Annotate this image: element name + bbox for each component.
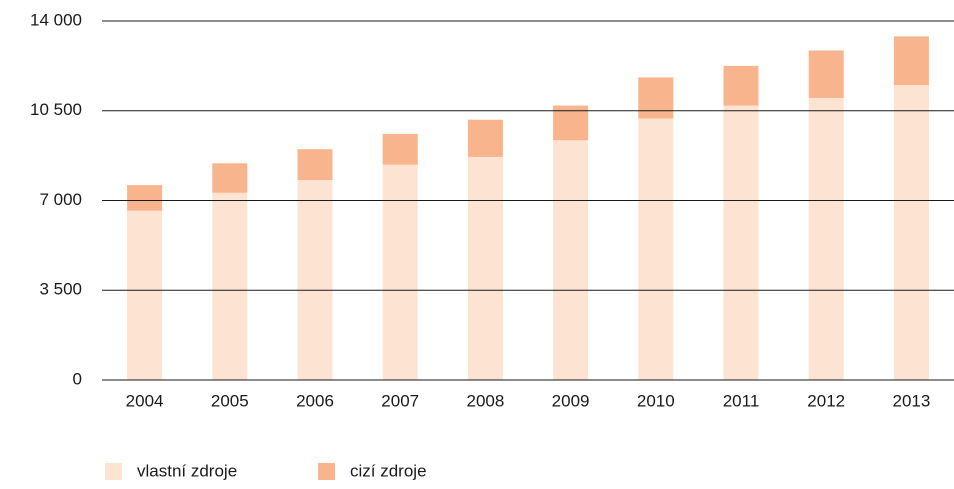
bar-segment	[127, 185, 163, 211]
x-tick-label: 2009	[552, 391, 590, 410]
bar-segment	[808, 97, 844, 380]
bar-segment	[382, 133, 418, 165]
x-tick-label: 2007	[381, 391, 419, 410]
x-tick-label: 2006	[296, 391, 334, 410]
legend-label: vlastní zdroje	[137, 461, 237, 480]
x-tick-label: 2005	[211, 391, 249, 410]
bar-segment	[638, 77, 674, 119]
x-tick-label: 2010	[637, 391, 675, 410]
y-tick-label: 3 500	[39, 280, 82, 299]
bar-segment	[723, 65, 759, 106]
bar-segment	[723, 105, 759, 380]
bar-segment	[127, 210, 163, 380]
y-tick-label: 10 500	[30, 100, 82, 119]
legend-swatch	[318, 463, 335, 480]
bar-segment	[297, 149, 333, 180]
bar-segment	[808, 50, 844, 98]
x-tick-label: 2013	[892, 391, 930, 410]
bar-segment	[553, 105, 589, 141]
bar-segment	[893, 36, 929, 86]
bar-segment	[382, 164, 418, 380]
bar-segment	[467, 156, 503, 380]
y-tick-label: 7 000	[39, 190, 82, 209]
bar-segment	[212, 192, 248, 380]
bar-segment	[553, 140, 589, 380]
bar-segment	[638, 118, 674, 380]
bar-segment	[467, 119, 503, 157]
bar-segment	[212, 163, 248, 193]
x-tick-label: 2012	[807, 391, 845, 410]
x-tick-label: 2011	[723, 391, 760, 410]
bar-segment	[297, 179, 333, 380]
y-tick-label: 14 000	[30, 10, 82, 29]
legend-label: cizí zdroje	[350, 461, 427, 480]
bar-segment	[893, 85, 929, 380]
x-tick-label: 2004	[126, 391, 164, 410]
y-tick-label: 0	[73, 369, 82, 388]
legend-swatch	[105, 463, 122, 480]
x-tick-label: 2008	[466, 391, 504, 410]
